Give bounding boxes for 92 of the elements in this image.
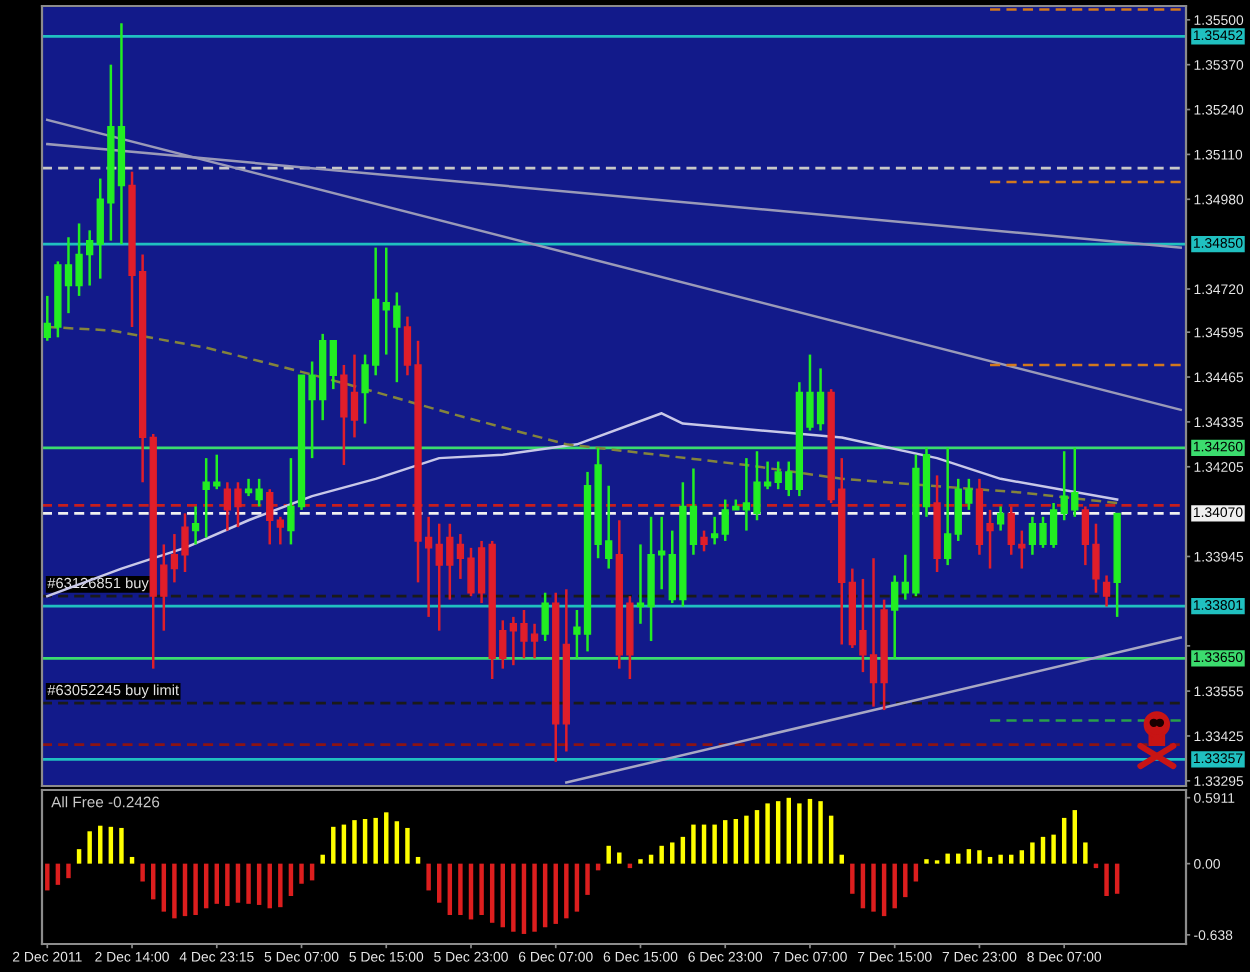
bar xyxy=(129,856,135,864)
candlestick xyxy=(710,515,719,546)
bar xyxy=(574,863,580,912)
bar xyxy=(680,836,686,864)
bar xyxy=(87,831,92,864)
bar xyxy=(1114,863,1120,894)
bar xyxy=(341,824,347,864)
bar xyxy=(712,824,717,864)
bar xyxy=(733,819,739,864)
bar xyxy=(1009,854,1014,864)
bar xyxy=(405,827,410,864)
line-series xyxy=(46,325,1119,505)
bar xyxy=(352,820,357,864)
bar xyxy=(532,863,537,932)
bar xyxy=(892,863,897,909)
bar xyxy=(299,863,304,884)
bar xyxy=(1104,863,1109,897)
bar xyxy=(606,845,611,864)
bar xyxy=(161,863,167,912)
bar xyxy=(193,863,198,915)
bar xyxy=(140,863,145,882)
bar xyxy=(246,863,251,904)
bar xyxy=(553,863,558,924)
candlestick xyxy=(541,591,549,643)
bar xyxy=(659,845,664,864)
bar xyxy=(1019,850,1025,864)
bar xyxy=(998,854,1003,864)
line-series xyxy=(46,412,1119,598)
bar xyxy=(458,863,463,915)
bar xyxy=(691,824,696,864)
bar xyxy=(320,854,325,864)
bar xyxy=(913,863,919,882)
bar xyxy=(807,798,813,864)
bar xyxy=(1083,842,1088,864)
bar xyxy=(1072,810,1077,864)
candlestick xyxy=(266,487,274,546)
bar xyxy=(564,863,569,919)
candlestick xyxy=(944,446,952,567)
bar xyxy=(765,803,770,864)
bar xyxy=(235,863,241,903)
bar xyxy=(775,801,781,864)
bar xyxy=(850,863,855,894)
bar xyxy=(331,826,336,864)
bar xyxy=(437,863,442,903)
bar xyxy=(479,863,484,915)
bar xyxy=(786,797,791,864)
bar xyxy=(76,849,82,864)
bar xyxy=(511,863,516,932)
bar xyxy=(966,849,972,864)
bar xyxy=(617,852,622,864)
bar xyxy=(1030,842,1035,864)
bar xyxy=(670,842,675,864)
bar xyxy=(818,801,823,864)
bar xyxy=(585,863,590,895)
bar xyxy=(839,854,844,864)
bar xyxy=(45,863,50,891)
bar xyxy=(797,803,802,864)
bar xyxy=(373,817,378,864)
bar xyxy=(754,810,760,864)
bar xyxy=(648,854,654,864)
bar xyxy=(489,863,495,923)
bar xyxy=(172,863,177,919)
bar xyxy=(426,863,431,891)
bar xyxy=(828,815,834,864)
candlestick xyxy=(891,574,899,660)
bar xyxy=(723,820,728,864)
bar xyxy=(903,863,908,898)
candlestick xyxy=(276,515,284,546)
bar xyxy=(66,863,71,879)
bar xyxy=(1040,836,1046,864)
bar xyxy=(1051,834,1056,864)
candlestick xyxy=(996,505,1005,532)
bar xyxy=(362,819,368,864)
bar xyxy=(987,856,993,864)
bar xyxy=(871,863,876,912)
bar xyxy=(394,821,400,864)
bar xyxy=(384,812,389,864)
candlestick xyxy=(700,529,708,553)
bar xyxy=(977,850,982,864)
bar xyxy=(701,824,707,864)
bar xyxy=(119,827,124,864)
candlestick xyxy=(329,339,337,391)
bar xyxy=(945,853,950,864)
bar xyxy=(744,815,749,864)
bar xyxy=(415,856,421,864)
bar xyxy=(278,863,283,908)
bar xyxy=(98,825,103,864)
bar xyxy=(225,863,230,907)
bar xyxy=(108,826,114,864)
bar xyxy=(1061,817,1067,864)
candlestick xyxy=(191,505,200,546)
candlestick xyxy=(1102,574,1111,608)
